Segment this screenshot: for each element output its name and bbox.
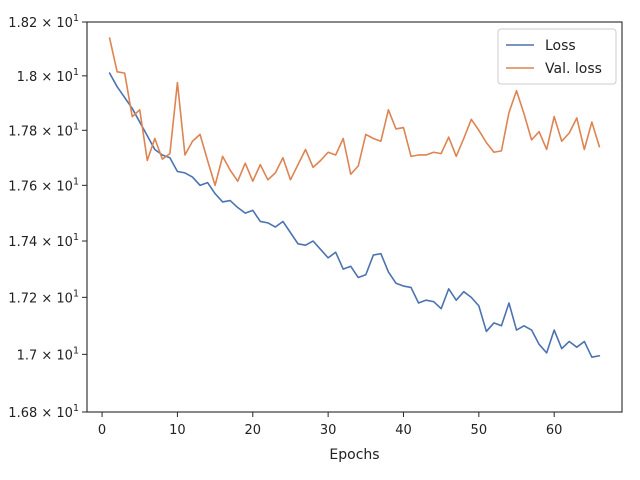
- x-tick-label: 0: [98, 423, 106, 438]
- y-tick-label: 1.78 × 101: [8, 121, 79, 139]
- x-tick-label: 10: [169, 423, 186, 438]
- legend: Loss Val. loss: [497, 28, 617, 85]
- y-axis-ticks: 1.68 × 101 1.7 × 101 1.72 × 101 1.74 × 101 1…: [8, 13, 87, 421]
- x-tick-label: 40: [395, 423, 412, 438]
- x-tick-label: 60: [546, 423, 563, 438]
- y-tick-label: 1.82 × 101: [8, 13, 79, 31]
- y-tick-label: 1.8 × 101: [17, 67, 79, 85]
- y-tick-label: 1.72 × 101: [8, 288, 79, 306]
- legend-box: [497, 28, 617, 85]
- series-line-loss: [108, 72, 601, 359]
- y-tick-label: 1.68 × 101: [8, 403, 79, 421]
- plot-lines: [108, 37, 601, 359]
- series-line-val-loss: [108, 37, 601, 187]
- y-tick-label: 1.76 × 101: [8, 176, 79, 194]
- y-tick-label: 1.7 × 101: [17, 345, 79, 363]
- x-tick-label: 20: [245, 423, 262, 438]
- x-axis-label: Epochs: [329, 447, 379, 463]
- x-tick-label: 30: [320, 423, 337, 438]
- y-tick-label: 1.74 × 101: [8, 232, 79, 250]
- x-tick-label: 50: [471, 423, 488, 438]
- plot-frame: [86, 21, 623, 413]
- legend-label: Val. loss: [545, 61, 602, 77]
- legend-label: Loss: [545, 38, 576, 54]
- x-axis-ticks: 0 10 20 30 40 50 60: [98, 412, 563, 438]
- axes: [86, 21, 623, 413]
